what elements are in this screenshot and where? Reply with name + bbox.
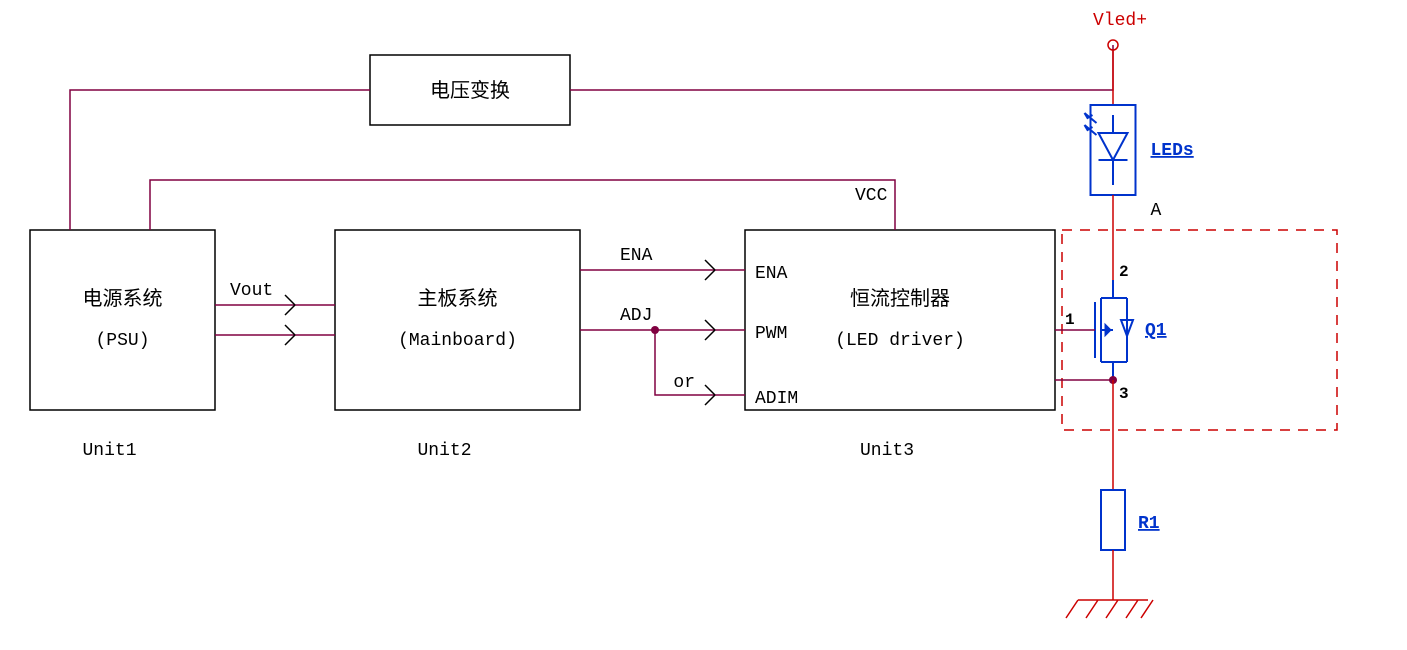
psu-unit: Unit1 — [83, 441, 137, 461]
vled-label: Vled+ — [1093, 11, 1147, 31]
r1 — [1101, 490, 1125, 550]
mb-unit: Unit2 — [418, 441, 472, 461]
drv-ena: ENA — [755, 264, 788, 284]
gnd — [1066, 600, 1153, 618]
ena-label: ENA — [620, 246, 653, 266]
psu-block — [30, 230, 215, 410]
drv-block — [745, 230, 1055, 410]
psu-sub: (PSU) — [95, 331, 149, 351]
adj-label: ADJ — [620, 306, 652, 326]
drv-pwm: PWM — [755, 324, 787, 344]
r1-label: R1 — [1138, 514, 1160, 534]
pin-g: 1 — [1065, 311, 1075, 329]
mb-sub: (Mainboard) — [398, 331, 517, 351]
psu-title: 电源系统 — [83, 287, 163, 310]
vout-label: Vout — [230, 281, 273, 301]
drv-sub: (LED driver) — [835, 331, 965, 351]
mb-title: 主板系统 — [418, 287, 498, 310]
vcc-label: VCC — [855, 186, 888, 206]
node-a: A — [1151, 201, 1162, 221]
vc-title: 电压变换 — [430, 79, 510, 102]
q1-label: Q1 — [1145, 321, 1167, 341]
drv-adim: ADIM — [755, 389, 798, 409]
leds-label: LEDs — [1151, 141, 1194, 161]
drv-title: 恒流控制器 — [850, 287, 950, 310]
pin-d: 2 — [1119, 263, 1129, 281]
or-label: or — [673, 373, 695, 393]
pin-s: 3 — [1119, 385, 1129, 403]
mb-block — [335, 230, 580, 410]
drv-unit: Unit3 — [860, 441, 914, 461]
